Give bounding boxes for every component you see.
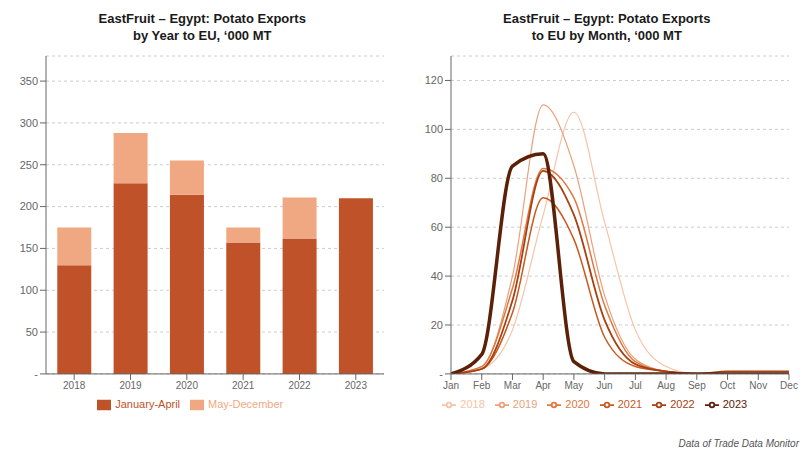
svg-text:80: 80 [431,172,443,184]
svg-text:150: 150 [20,242,38,254]
html-text:Data of Trade Data Monitor: Data of Trade Data Monitor [678,438,799,449]
svg-text:Sep: Sep [688,380,706,391]
svg-text:Nov: Nov [749,380,767,391]
svg-text:2021: 2021 [232,380,255,391]
svg-text:50: 50 [26,326,38,338]
html-text:EastFruit – Egypt: Potato Expo: EastFruit – Egypt: Potato Exports to EU … [503,11,711,43]
html-text:2018: 2018 [460,397,485,410]
svg-text:350: 350 [20,75,38,87]
svg-text:Mar: Mar [504,380,522,391]
html-text:2021: 2021 [617,397,643,410]
svg-text:200: 200 [20,200,38,212]
svg-text:May: May [564,380,583,391]
html-text:May-December: May-December [208,397,284,410]
svg-text:300: 300 [20,117,38,129]
html-text:EastFruit – Egypt: Potato Expo: EastFruit – Egypt: Potato Exports by Yea… [98,11,306,43]
svg-text:2023: 2023 [345,380,368,391]
svg-text:20: 20 [431,319,443,331]
svg-text:2020: 2020 [176,380,199,391]
svg-text:40: 40 [431,270,443,282]
svg-text:250: 250 [20,159,38,171]
svg-text:100: 100 [20,284,38,296]
html-text:2019: 2019 [512,397,538,410]
svg-text:Dec: Dec [780,380,798,391]
html-text:2020: 2020 [565,397,590,410]
svg-text:Apr: Apr [535,380,551,391]
svg-text:Jan: Jan [443,380,459,391]
html-text:2023: 2023 [722,397,748,410]
svg-text:60: 60 [431,221,443,233]
svg-text:Feb: Feb [473,380,491,391]
svg-text:100: 100 [424,123,442,135]
svg-text:Aug: Aug [657,380,675,391]
svg-text:-: - [35,368,39,380]
html-text:2022: 2022 [670,397,695,410]
svg-text:Jul: Jul [629,380,642,391]
svg-text:Jun: Jun [596,380,612,391]
svg-text:2018: 2018 [63,380,86,391]
html-text:January-April: January-April [115,397,181,410]
svg-text:120: 120 [424,74,442,86]
svg-text:2022: 2022 [289,380,312,391]
svg-text:-: - [439,368,443,380]
svg-text:2019: 2019 [120,380,143,391]
svg-text:Oct: Oct [720,380,736,391]
